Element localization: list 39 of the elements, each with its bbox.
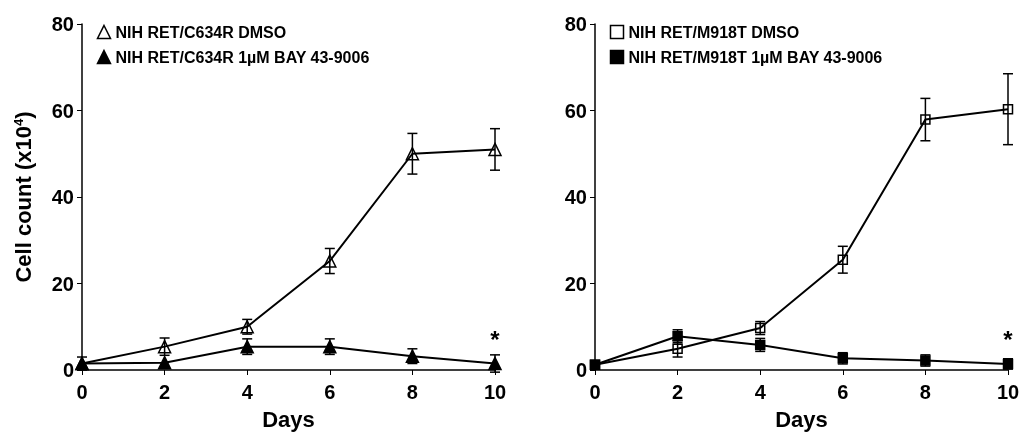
- y-tick-label: 40: [51, 186, 74, 208]
- y-tick-label: 80: [564, 13, 587, 35]
- legend-label: NIH RET/M918T DMSO: [628, 23, 800, 41]
- y-axis-title: Cell count (x104): [10, 111, 36, 283]
- x-tick-label: 10: [483, 381, 507, 403]
- x-axis-title: Days: [775, 406, 828, 432]
- legend-label: NIH RET/C634R DMSO: [115, 23, 287, 41]
- legend-label: NIH RET/C634R 1µM BAY 43-9006: [115, 48, 370, 66]
- y-tick-label: 80: [51, 13, 74, 35]
- point: [837, 254, 849, 265]
- point: [405, 147, 420, 161]
- x-tick-label: 4: [754, 381, 767, 403]
- y-tick-label: 40: [564, 186, 587, 208]
- point: [672, 343, 683, 355]
- x-axis-title: Days: [262, 406, 315, 432]
- x-tick-label: 6: [324, 381, 336, 403]
- point: [323, 254, 337, 268]
- y-tick-label: 60: [51, 99, 74, 122]
- x-tick-label: 8: [406, 381, 418, 403]
- point: [488, 142, 502, 157]
- annotation: *: [1003, 326, 1014, 354]
- point: [157, 355, 172, 370]
- point: [920, 114, 931, 125]
- annotation: *: [490, 326, 501, 354]
- x-tick-label: 0: [589, 381, 601, 403]
- y-tick-label: 20: [51, 272, 74, 295]
- x-tick-label: 2: [159, 381, 171, 403]
- y-tick-label: 60: [564, 99, 587, 122]
- y-tick-label: 20: [564, 272, 587, 295]
- y-tick-label: 0: [575, 359, 587, 381]
- x-tick-label: 10: [996, 381, 1020, 403]
- y-tick-label: 0: [62, 359, 74, 381]
- x-tick-label: 6: [837, 381, 849, 403]
- x-tick-label: 2: [672, 381, 684, 403]
- x-tick-label: 4: [241, 381, 254, 403]
- x-tick-label: 0: [76, 381, 88, 403]
- x-tick-label: 8: [919, 381, 931, 403]
- point: [1002, 103, 1014, 115]
- legend-label: NIH RET/M918T 1µM BAY 43-9006: [628, 48, 883, 66]
